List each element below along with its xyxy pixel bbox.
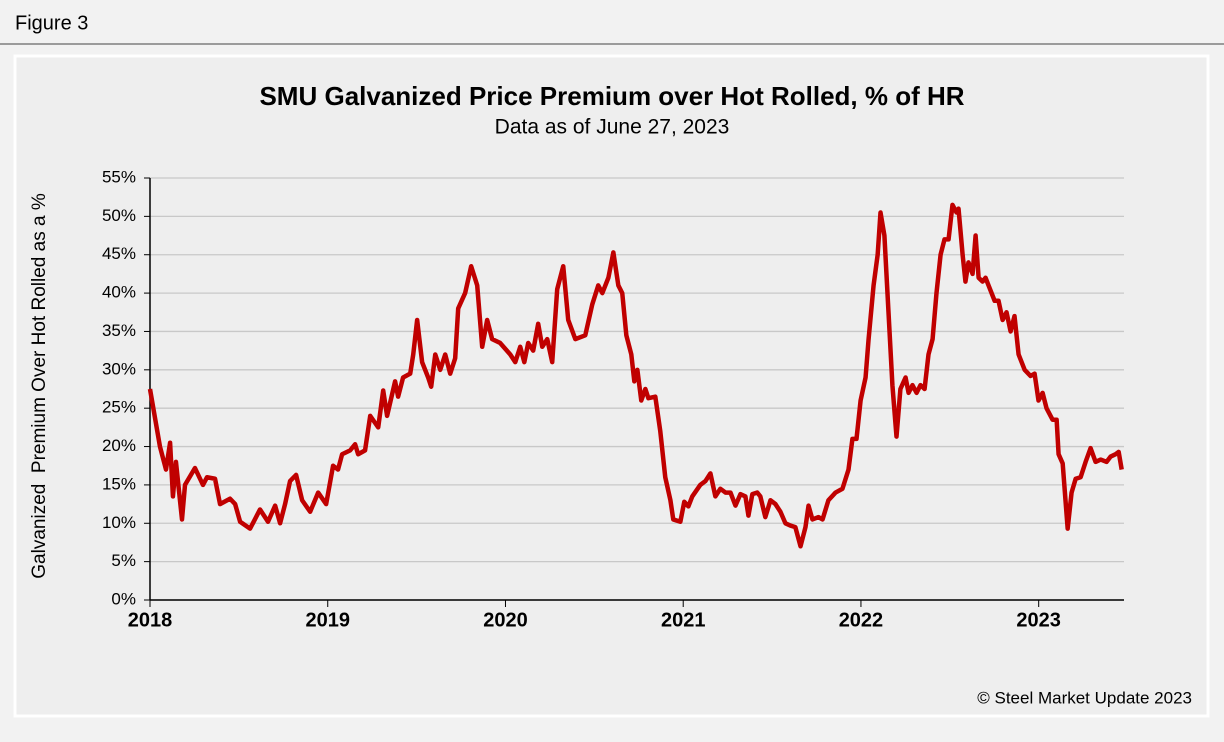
y-tick-label: 25%	[102, 398, 136, 417]
figure-label: Figure 3	[15, 12, 88, 34]
chart-subtitle: Data as of June 27, 2023	[495, 116, 730, 139]
y-tick-label: 55%	[102, 167, 136, 186]
y-tick-label: 0%	[111, 589, 136, 608]
y-tick-label: 30%	[102, 359, 136, 378]
x-tick-label: 2019	[305, 609, 350, 631]
y-tick-label: 5%	[111, 551, 136, 570]
y-tick-label: 35%	[102, 321, 136, 340]
y-tick-label: 15%	[102, 474, 136, 493]
footer: © Steel Market Update 2023	[977, 688, 1192, 707]
chart-title: SMU Galvanized Price Premium over Hot Ro…	[259, 81, 964, 111]
panel	[13, 54, 1210, 718]
x-tick-label: 2018	[128, 609, 173, 631]
y-axis-label: Galvanized Premium Over Hot Rolled as a …	[29, 193, 50, 579]
x-tick-label: 2022	[839, 609, 884, 631]
x-tick-label: 2023	[1016, 609, 1061, 631]
y-tick-label: 20%	[102, 436, 136, 455]
data-line	[147, 202, 1124, 549]
y-tick-label: 40%	[102, 283, 136, 302]
y-tick-label: 10%	[102, 513, 136, 532]
x-tick-label: 2020	[483, 609, 528, 631]
x-tick-label: 2021	[661, 609, 706, 631]
y-tick-label: 45%	[102, 244, 136, 263]
y-tick-label: 50%	[102, 206, 136, 225]
